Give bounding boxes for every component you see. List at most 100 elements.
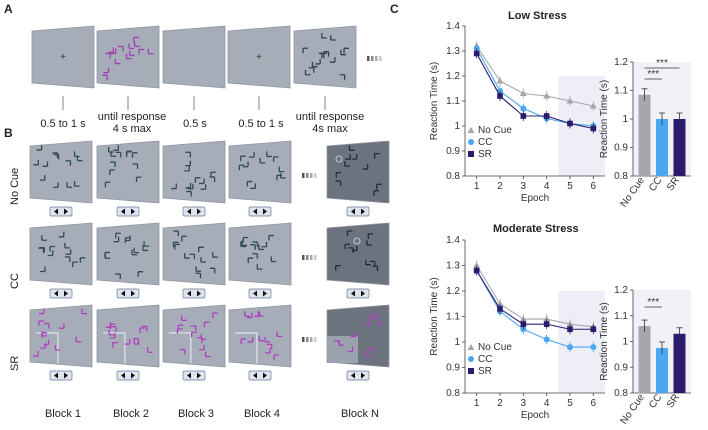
search-item-dark [195,266,202,272]
legend-marker [468,139,474,145]
search-item-magenta [181,315,187,321]
search-item-dark [344,161,350,167]
search-item-dark [40,266,46,273]
response-keys-arrows [351,290,365,297]
data-point-triangle [519,315,527,322]
search-item-magenta [114,58,121,65]
search-item-dark [340,49,346,56]
search-item-dark [304,69,311,76]
search-item-magenta [374,312,381,318]
search-item-dark [311,61,318,68]
search-item-magenta [75,336,82,343]
search-item-dark [52,152,59,158]
search-item-dark [346,230,353,237]
spatial-region-outline [235,332,258,363]
search-item-magenta [146,347,153,353]
y-axis-label: Reaction Time (s) [429,277,440,355]
search-item-dark [272,156,279,162]
timeline-label-3: 0.5 s [183,118,207,130]
spatial-region-outline [103,332,126,363]
data-point-circle [520,326,527,333]
y-tick-label: 1.2 [446,71,460,82]
search-item-magenta [118,45,124,52]
search-item-magenta [265,347,271,354]
data-point-triangle [566,320,574,327]
y-tick-label: 1 [622,337,628,348]
search-item-dark [195,272,202,279]
search-item-magenta [276,331,283,338]
legend-marker [468,356,474,362]
data-point-square [567,120,573,127]
response-keys [116,206,140,217]
search-item-dark [335,171,342,178]
response-keys [182,206,206,217]
search-item-dark [39,175,46,181]
search-item-magenta [240,338,247,344]
block-label-1: Block 1 [44,408,82,420]
search-item-dark [115,232,121,239]
data-point-triangle [543,92,551,99]
search-item-dark [133,247,140,254]
search-item-dark [373,190,380,196]
block-screen [29,222,93,286]
search-item-magenta [266,343,273,350]
search-item-dark [135,176,142,183]
search-item-magenta [367,347,373,354]
data-point-square [543,113,550,119]
continuation-dots [314,255,317,260]
data-point-square [473,50,480,57]
response-keys [182,288,206,299]
y-axis-label: Reaction Time (s) [429,62,440,140]
search-item-magenta [102,74,108,81]
response-keys [346,206,370,217]
search-item-dark [47,250,54,257]
bar-no-cue [638,326,651,393]
y-tick-label: 0.8 [614,171,628,182]
data-point-square [473,267,480,274]
row-label-cc: CC [9,273,21,289]
search-item-dark [209,267,216,274]
response-keys-arrows [187,372,201,379]
search-item-magenta [133,337,140,344]
search-item-dark [266,151,272,158]
timeline-screen [162,25,226,89]
y-tick-label: 0.9 [446,363,460,374]
block-screen [96,140,160,204]
significance-stars: *** [656,58,668,69]
search-item-dark [366,240,372,246]
search-item-dark [270,256,277,263]
search-item-magenta [128,43,135,50]
block-screen [162,304,226,368]
x-tick-label: 2 [497,181,503,192]
search-item-dark [115,151,122,158]
continuation-dots [379,56,382,61]
search-item-magenta [129,50,135,57]
search-item-dark [65,160,72,166]
search-item-dark [212,252,218,258]
search-item-dark [131,152,138,158]
search-item-dark [339,74,346,80]
series-line-no-cue [476,265,594,328]
search-item-dark [66,182,73,188]
continuation-dots [302,337,305,342]
search-item-dark [185,182,192,189]
continuation-dots [306,173,309,178]
continuation-dots [371,56,374,61]
response-keys [49,288,73,299]
data-point-triangle [473,262,481,268]
y-axis-label: Reaction Time (s) [599,80,610,158]
search-item-magenta [204,351,211,358]
response-keys-arrows [187,290,201,297]
block-n-screen [326,140,390,204]
x-tick-label: 6 [591,181,597,192]
search-item-dark [200,257,206,263]
search-item-magenta [110,326,117,332]
x-tick-label: 1 [474,398,480,409]
search-item-magenta [108,329,115,336]
timeline-label-1: 0.5 to 1 s [40,118,86,130]
continuation-dots [314,337,317,342]
search-item-dark [321,52,327,59]
y-axis-label: Reaction Time (s) [599,302,610,380]
significance-stars: *** [647,297,659,308]
